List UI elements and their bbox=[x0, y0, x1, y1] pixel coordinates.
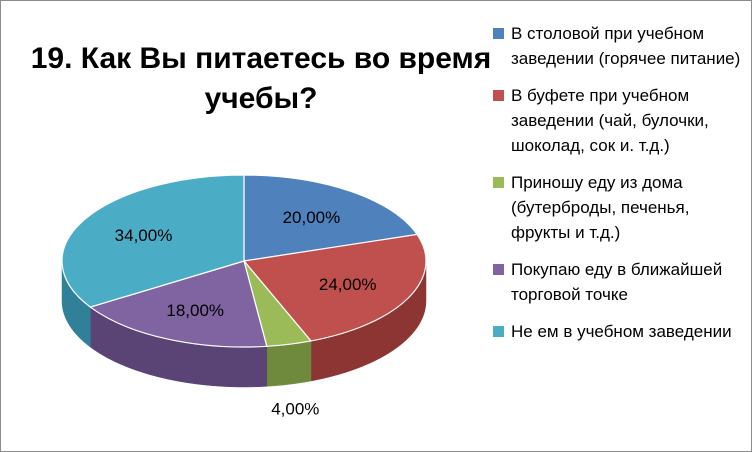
legend-item-3: Приношу еду из дома (бутерброды, печенья… bbox=[489, 170, 751, 245]
slice-3-side bbox=[266, 340, 312, 387]
slice-5 bbox=[61, 174, 245, 308]
legend-item-4: Покупаю еду в ближайшей торговой точке bbox=[489, 257, 751, 307]
legend-item-5: Не ем в учебном заведении bbox=[489, 319, 751, 344]
legend-swatch-2 bbox=[493, 90, 504, 101]
slice-1-data-label: 20,00% bbox=[283, 208, 341, 227]
slice-3-data-label: 4,00% bbox=[271, 399, 319, 418]
legend-label-5: Не ем в учебном заведении bbox=[511, 322, 732, 341]
legend-label-4: Покупаю еду в ближайшей торговой точке bbox=[511, 260, 723, 304]
legend-swatch-1 bbox=[493, 28, 504, 39]
legend-swatch-3 bbox=[493, 177, 504, 188]
legend-swatch-5 bbox=[493, 326, 504, 337]
legend-label-3: Приношу еду из дома (бутерброды, печенья… bbox=[511, 173, 690, 242]
legend-item-1: В столовой при учебном заведении (горяче… bbox=[489, 21, 751, 71]
slice-4 bbox=[89, 260, 268, 348]
slice-2-data-label: 24,00% bbox=[319, 275, 377, 294]
legend-swatch-4 bbox=[493, 264, 504, 275]
legend-item-2: В буфете при учебном заведении (чай, бул… bbox=[489, 83, 751, 158]
slice-1 bbox=[243, 174, 419, 262]
legend: В столовой при учебном заведении (горяче… bbox=[489, 21, 751, 356]
slice-2 bbox=[242, 233, 427, 342]
legend-label-2: В буфете при учебном заведении (чай, бул… bbox=[511, 86, 709, 155]
slice-5-data-label: 34,00% bbox=[115, 226, 173, 245]
legend-label-1: В столовой при учебном заведении (горяче… bbox=[511, 24, 741, 68]
slice-4-data-label: 18,00% bbox=[166, 301, 224, 320]
chart-title: 19. Как Вы питаетесь во время учебы? bbox=[30, 42, 492, 115]
